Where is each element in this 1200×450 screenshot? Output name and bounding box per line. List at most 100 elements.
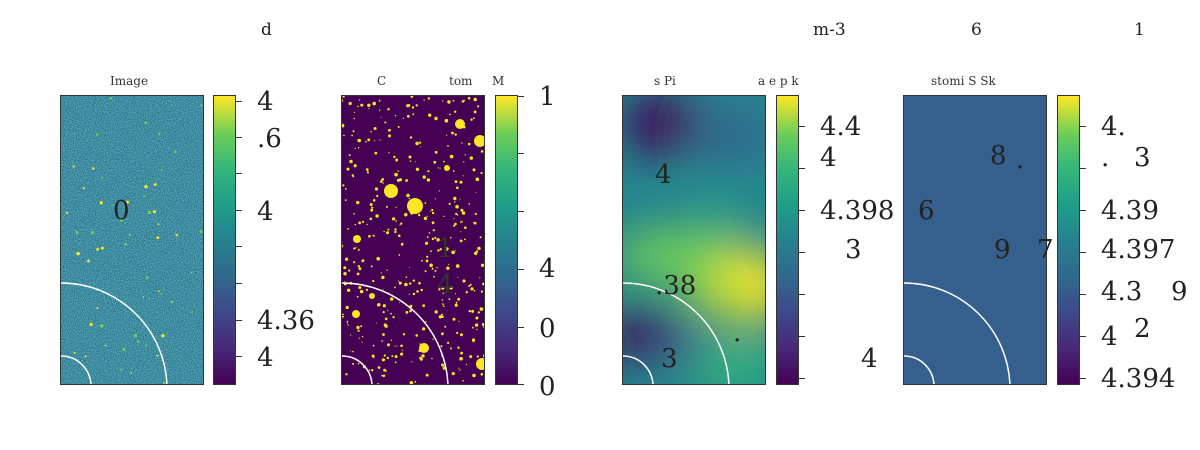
mask-speckle [373,235,375,237]
mask-speckle [432,338,434,340]
mask-speckle [469,283,472,286]
mask-speckle [368,369,371,371]
mask-speckle [366,171,369,174]
mask-speckle [473,222,475,224]
panel3-cbar-label: 4 [820,143,837,173]
mask-speckle [352,362,355,365]
mask-speckle [483,325,484,329]
mask-speckle [369,203,373,207]
noise-speckle [111,204,114,207]
panel3-cbar-tick [799,336,805,337]
mask-speckle [421,259,423,262]
mask-speckle [422,304,426,307]
mask-speckle [405,311,409,314]
mask-speckle [477,246,481,251]
mask-speckle [383,354,386,357]
mask-speckle [421,354,425,358]
mask-speckle [394,230,397,234]
mask-speckle [345,305,349,310]
mask-speckle [484,143,485,146]
mask-speckle [345,257,349,261]
panel4-cbar-tick [1080,126,1086,127]
mask-speckle [410,96,414,98]
panel4-overlay-2: . [1016,145,1025,175]
mask-speckle [371,206,374,209]
mask-speckle [357,105,359,108]
mask-speckle [479,277,481,279]
mask-speckle [479,236,482,239]
panel4-cbar-tick [1080,210,1086,211]
mask-speckle [350,334,352,336]
noise-speckle [136,340,140,343]
mask-speckle [454,133,457,136]
mask-speckle [454,110,457,113]
panel1-cbar-tick [236,283,242,284]
mask-speckle [411,361,413,363]
mask-speckle [397,126,400,128]
panel1-cbar-tick [236,101,242,102]
mask-speckle [357,362,360,365]
mask-speckle [406,114,410,118]
mask-speckle [392,316,395,319]
mask-speckle [356,295,359,298]
mask-speckle [356,246,358,248]
mask-speckle [358,221,361,225]
mask-speckle [445,247,449,251]
mask-speckle [454,180,458,183]
mask-speckle [370,369,374,372]
mask-speckle [480,373,484,376]
mask-speckle [439,248,442,251]
mask-speckle [345,373,348,376]
mask-speckle [431,237,435,241]
mask-speckle [374,151,378,155]
mask-speckle [386,205,388,208]
panel3-cbar-tick [799,378,805,379]
mask-speckle [382,374,386,378]
mask-speckle [382,304,386,308]
mask-speckle [365,288,368,291]
mask-speckle [357,138,361,143]
panel2-image [341,95,485,385]
panel1-overlay-1: 0 [113,196,130,226]
mask-speckle [459,356,463,361]
noise-speckle [144,185,148,189]
panel2-cbar-tick [518,269,524,270]
panel3-overlay-4: 3 [661,344,678,374]
mask-speckle [344,199,347,201]
mask-speckle [430,250,432,253]
mask-speckle [374,187,379,191]
mask-speckle [472,168,476,172]
mask-speckle [431,221,435,225]
mask-speckle [412,113,415,116]
mask-speckle [459,198,461,200]
mask-speckle [464,154,466,156]
panel2-title-left: C [377,74,387,88]
mask-speckle [381,374,383,377]
mask-speckle [456,186,459,190]
mask-speckle [342,96,345,98]
mask-speckle [415,104,418,107]
mask-speckle [367,138,371,142]
mask-speckle [342,246,343,248]
mask-speckle [458,367,460,369]
mask-speckle [404,212,408,217]
mask-speckle [405,276,408,278]
mask-speckle [460,333,463,337]
mask-speckle [366,223,368,226]
panel4-cbar-tick [1080,378,1086,379]
mask-speckle [475,316,479,320]
mask-speckle [381,178,385,181]
mask-speckle [436,267,438,269]
noise-speckle [73,352,76,354]
mask-speckle [459,369,461,371]
mask-speckle [353,117,355,120]
panel4-title: stomi S Sk [931,74,996,88]
mask-speckle [377,303,381,307]
noise-speckle [147,210,152,215]
panel3-cbar-label: 3 [845,235,862,265]
mask-speckle [348,269,351,272]
mask-speckle [452,170,455,172]
panel1-colorbar [213,95,236,385]
panel4-image [903,95,1047,385]
noise-speckle [130,371,133,374]
